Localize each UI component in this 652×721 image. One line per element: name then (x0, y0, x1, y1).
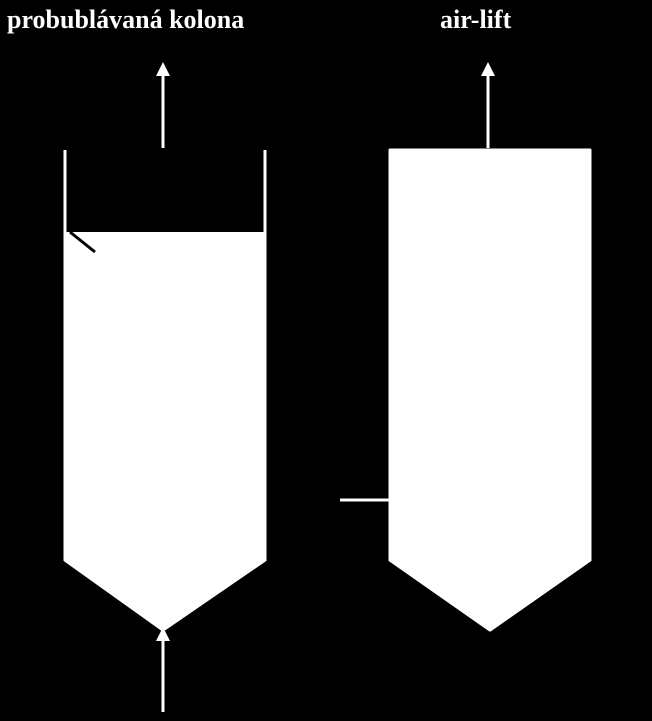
vessel-bubble-column-liquid (65, 232, 265, 630)
label-air-lift: air-lift (440, 5, 511, 35)
label-bubble-column: probublávaná kolona (7, 5, 244, 35)
arrow-left-gas-in-head (156, 627, 170, 641)
vessel-air-lift-fill (390, 150, 590, 630)
arrow-left-gas-out-head (156, 62, 170, 76)
arrow-right-gas-out-head (481, 62, 495, 76)
